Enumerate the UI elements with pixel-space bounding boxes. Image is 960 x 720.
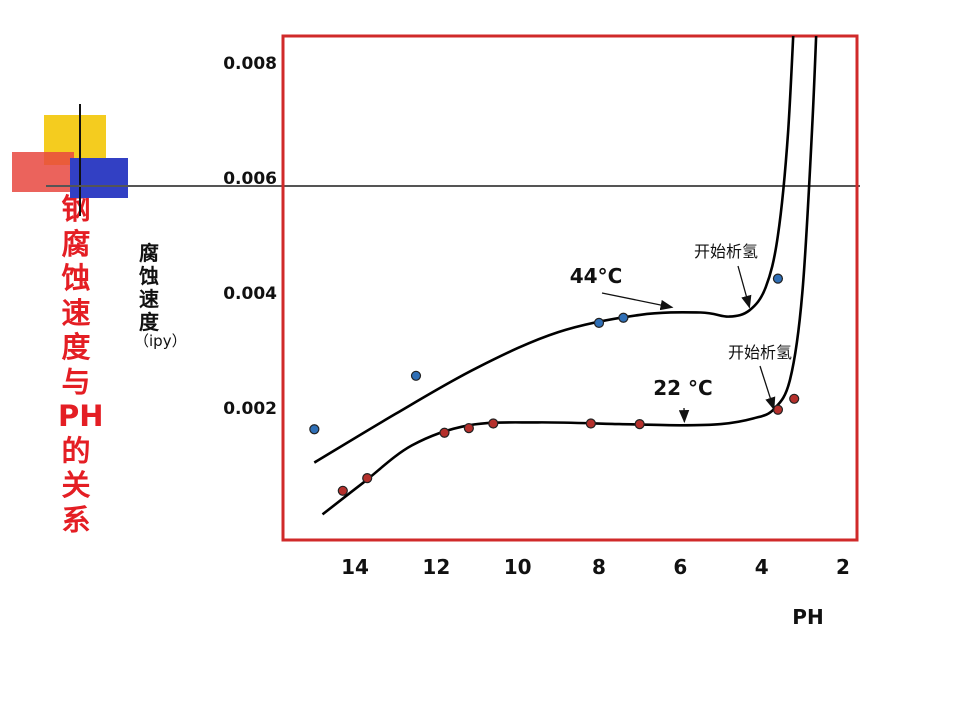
annotation-arrow: [601, 292, 674, 311]
y-label-char: 腐: [139, 241, 159, 265]
x-tick-label: 2: [836, 555, 850, 579]
x-tick-label: 14: [341, 555, 369, 579]
data-point: [439, 427, 450, 438]
annotation-note: 开始析氢: [694, 242, 758, 261]
annotations: 44°C 开始析氢 22 °C 开始析氢: [570, 242, 792, 424]
x-tick-label: 4: [755, 555, 769, 579]
data-point: [362, 473, 373, 484]
x-tick-labels: 14 12 10 8 6 4 2: [341, 555, 850, 579]
y-tick-label: 0.008: [223, 54, 277, 74]
y-tick-label: 0.002: [223, 399, 277, 419]
series-line: [321, 36, 818, 516]
decor: [12, 104, 860, 216]
series-line: [313, 36, 795, 464]
series-points: [309, 273, 800, 496]
data-point: [593, 317, 605, 328]
y-tick-labels: 0.002 0.004 0.006 0.008: [223, 54, 277, 419]
y-label-char: 蚀: [139, 264, 159, 288]
annotation-arrow: [737, 265, 752, 309]
slide-title: 钢腐蚀速度与 PH 的关系: [58, 192, 104, 537]
annotation-note: 开始析氢: [728, 343, 792, 362]
data-point: [337, 485, 348, 496]
data-point: [634, 419, 645, 430]
title-char: 速: [61, 295, 91, 330]
data-point: [488, 418, 499, 429]
data-point: [410, 370, 422, 381]
x-tick-label: 6: [673, 555, 687, 579]
plot-frame: [281, 34, 859, 542]
title-char: 的: [61, 433, 91, 468]
title-char: 腐: [61, 226, 91, 261]
series-label: 44°C: [570, 264, 623, 288]
x-axis-label: PH: [792, 605, 823, 629]
annotation-arrow: [759, 365, 776, 411]
y-tick-label: 0.006: [223, 169, 277, 189]
data-point: [772, 404, 784, 415]
title-char: 关: [61, 468, 91, 502]
title-char: 系: [61, 502, 91, 537]
y-label-char: 度: [139, 310, 159, 334]
y-tick-label: 0.004: [223, 284, 277, 304]
data-point: [772, 273, 784, 284]
data-point: [463, 423, 474, 434]
title-char: 蚀: [61, 261, 91, 295]
x-tick-label: 8: [592, 555, 606, 579]
series-curves: [313, 36, 818, 516]
data-point: [618, 312, 629, 323]
decor-blue-square: [70, 158, 128, 198]
y-label-char: 速: [139, 287, 159, 311]
title-char: 度: [61, 330, 91, 364]
title-char: 与: [61, 364, 91, 399]
x-tick-label: 12: [422, 555, 450, 579]
data-point: [585, 418, 596, 429]
data-point: [309, 424, 320, 435]
x-tick-label: 10: [504, 555, 532, 579]
series-label: 22 °C: [653, 376, 712, 400]
data-point: [789, 393, 800, 404]
